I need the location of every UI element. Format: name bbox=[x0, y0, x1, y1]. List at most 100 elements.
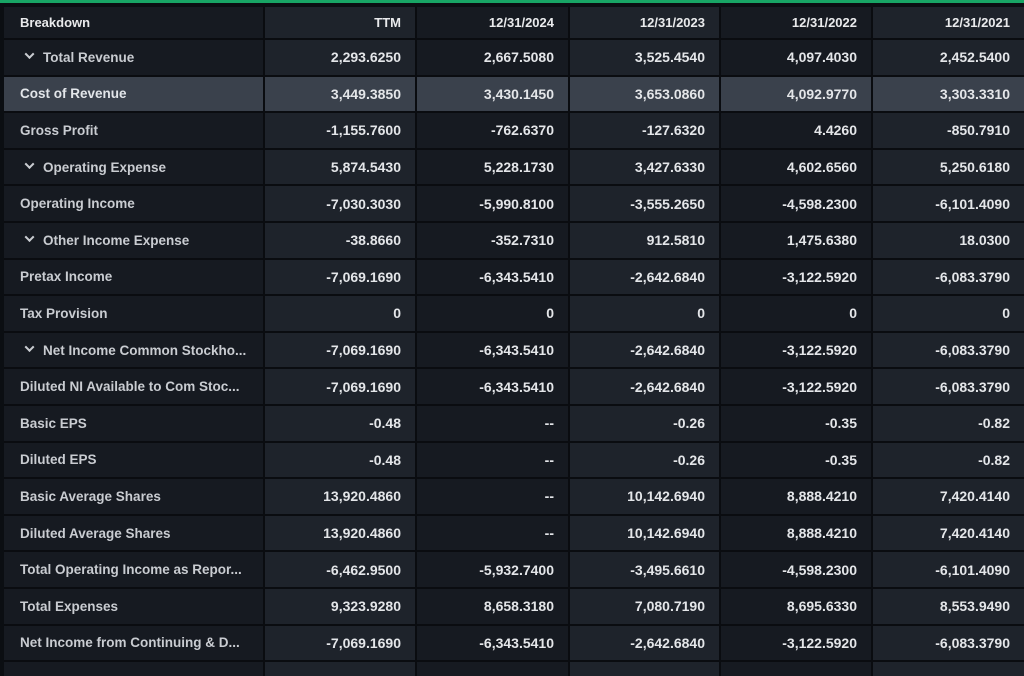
row-label-cell[interactable]: Net Income Common Stockho... bbox=[4, 332, 265, 370]
cell-ttm: 13,920.4860 bbox=[265, 515, 417, 553]
cell-2023: -0.26 bbox=[570, 405, 721, 443]
chevron-down-icon[interactable] bbox=[24, 159, 35, 170]
table-row[interactable]: Total Expenses 9,323.9280 8,658.3180 7,0… bbox=[4, 588, 1024, 626]
cell-2023: -2,642.6840 bbox=[570, 332, 721, 370]
row-label: Operating Income bbox=[20, 196, 135, 212]
accent-bar bbox=[0, 0, 1024, 3]
row-label-cell[interactable]: Diluted Average Shares bbox=[4, 515, 265, 553]
table-row[interactable]: Operating Income -7,030.3030 -5,990.8100… bbox=[4, 186, 1024, 223]
cell-2021: 7,420.4140 bbox=[873, 515, 1024, 553]
chevron-down-icon[interactable] bbox=[24, 49, 35, 60]
table-row[interactable]: Tax Provision 0 0 0 0 0 bbox=[4, 296, 1024, 333]
cell-2023: 10,142.6940 bbox=[570, 479, 721, 516]
row-label: Diluted EPS bbox=[20, 452, 97, 468]
cell-2022: -0.35 bbox=[721, 405, 873, 443]
cell-2022: -3,122.5920 bbox=[721, 332, 873, 370]
row-label: Other Income Expense bbox=[43, 232, 190, 248]
row-label-cell[interactable]: Gross Profit bbox=[4, 113, 265, 150]
cell-2022: 8,695.6330 bbox=[721, 588, 873, 626]
row-label-cell[interactable]: Basic Average Shares bbox=[4, 479, 265, 516]
header-date-2024[interactable]: 12/31/2024 bbox=[417, 7, 570, 40]
row-label-cell[interactable]: Diluted NI Available to Com Stoc... bbox=[4, 369, 265, 406]
table-row[interactable]: Net Income Common Stockho... -7,069.1690… bbox=[4, 332, 1024, 370]
cell-2023: -2,642.6840 bbox=[570, 259, 721, 297]
header-date-2022[interactable]: 12/31/2022 bbox=[721, 7, 873, 40]
row-label-cell[interactable]: Total Operating Income as Repor... bbox=[4, 552, 265, 589]
table-row[interactable]: Basic EPS -0.48 -- -0.26 -0.35 -0.82 bbox=[4, 405, 1024, 443]
table-row[interactable]: Diluted Average Shares 13,920.4860 -- 10… bbox=[4, 515, 1024, 553]
header-date-2021[interactable]: 12/31/2021 bbox=[873, 7, 1024, 40]
cell-2022: 8,888.4210 bbox=[721, 479, 873, 516]
table-row[interactable]: Operating Expense 5,874.5430 5,228.1730 … bbox=[4, 149, 1024, 187]
cell-ttm: -0.48 bbox=[265, 405, 417, 443]
header-ttm[interactable]: TTM bbox=[265, 7, 417, 40]
cell-2022: -3,122.5920 bbox=[721, 625, 873, 663]
financials-table: Breakdown TTM 12/31/2024 12/31/2023 12/3… bbox=[4, 7, 1024, 676]
table-row[interactable]: Gross Profit -1,155.7600 -762.6370 -127.… bbox=[4, 113, 1024, 150]
row-label: Diluted Average Shares bbox=[20, 525, 171, 541]
row-label-cell[interactable]: Total Expenses bbox=[4, 588, 265, 626]
cell-2024: -6,343.5410 bbox=[417, 332, 570, 370]
cell-2024: -- bbox=[417, 405, 570, 443]
header-date-2023[interactable]: 12/31/2023 bbox=[570, 7, 721, 40]
table-row[interactable]: Cost of Revenue 3,449.3850 3,430.1450 3,… bbox=[4, 76, 1024, 114]
cell-2024: -6,343.5410 bbox=[417, 625, 570, 663]
row-label-cell[interactable]: Tax Provision bbox=[4, 296, 265, 333]
row-label-cell[interactable]: Net Income from Continuing & D... bbox=[4, 625, 265, 663]
cell-2021: 0 bbox=[873, 296, 1024, 333]
cell-2021: -0.82 bbox=[873, 405, 1024, 443]
row-label: Basic EPS bbox=[20, 415, 87, 431]
cell-2021: -6,101.4090 bbox=[873, 552, 1024, 589]
row-label-cell[interactable]: Cost of Revenue bbox=[4, 76, 265, 114]
table-row[interactable]: Net Income from Continuing & D... -7,069… bbox=[4, 625, 1024, 663]
row-label: Total Operating Income as Repor... bbox=[20, 562, 242, 578]
row-label: Pretax Income bbox=[20, 269, 113, 285]
row-label: Net Income from Continuing & D... bbox=[20, 635, 240, 651]
cell-2024: -- bbox=[417, 479, 570, 516]
cell-2024: -5,932.7400 bbox=[417, 552, 570, 589]
cell-2021: -6,083.3790 bbox=[873, 369, 1024, 406]
cell-ttm: 13,920.4860 bbox=[265, 479, 417, 516]
cell-2022: 4,092.9770 bbox=[721, 76, 873, 114]
cell-ttm: -1,155.7600 bbox=[265, 113, 417, 150]
cell-2021: 7,420.4140 bbox=[873, 479, 1024, 516]
table-row[interactable]: Diluted EPS -0.48 -- -0.26 -0.35 -0.82 bbox=[4, 442, 1024, 480]
cell-2024: -5,990.8100 bbox=[417, 186, 570, 223]
cell-2021: -0.82 bbox=[873, 442, 1024, 480]
cell-ttm: -7,069.1690 bbox=[265, 332, 417, 370]
row-label-cell[interactable]: Pretax Income bbox=[4, 259, 265, 297]
table-row[interactable]: Other Income Expense -38.8660 -352.7310 … bbox=[4, 222, 1024, 260]
cell-2024: 2,667.5080 bbox=[417, 40, 570, 77]
cell-2024: -762.6370 bbox=[417, 113, 570, 150]
row-label-cell[interactable]: Operating Income bbox=[4, 186, 265, 223]
row-label-cell[interactable]: Other Income Expense bbox=[4, 222, 265, 260]
chevron-down-icon[interactable] bbox=[24, 342, 35, 353]
row-label-cell[interactable]: Operating Expense bbox=[4, 149, 265, 187]
cell-2023: 3,427.6330 bbox=[570, 149, 721, 187]
cell-ttm: -7,069.1690 bbox=[265, 625, 417, 663]
cell-ttm: -7,030.3030 bbox=[265, 186, 417, 223]
table-row[interactable]: Pretax Income -7,069.1690 -6,343.5410 -2… bbox=[4, 259, 1024, 297]
header-breakdown[interactable]: Breakdown bbox=[4, 7, 265, 40]
cell-ttm: -0.48 bbox=[265, 442, 417, 480]
chevron-down-icon[interactable] bbox=[24, 232, 35, 243]
cell-2021: 18.0300 bbox=[873, 222, 1024, 260]
row-label: Basic Average Shares bbox=[20, 488, 161, 504]
row-label: Cost of Revenue bbox=[20, 86, 127, 102]
cell-2024: 5,228.1730 bbox=[417, 149, 570, 187]
table-row[interactable]: Total Revenue 2,293.6250 2,667.5080 3,52… bbox=[4, 40, 1024, 77]
cell-2023: 3,653.0860 bbox=[570, 76, 721, 114]
cell-ttm: -7,069.1690 bbox=[265, 369, 417, 406]
cell-2023: 912.5810 bbox=[570, 222, 721, 260]
cell-2023: -127.6320 bbox=[570, 113, 721, 150]
row-label-cell[interactable]: Total Revenue bbox=[4, 40, 265, 77]
row-label: Net Income Common Stockho... bbox=[43, 342, 247, 358]
cell-2021: -6,083.3790 bbox=[873, 259, 1024, 297]
cell-2021: -850.7910 bbox=[873, 113, 1024, 150]
table-row[interactable]: Diluted NI Available to Com Stoc... -7,0… bbox=[4, 369, 1024, 406]
table-row[interactable]: Basic Average Shares 13,920.4860 -- 10,1… bbox=[4, 479, 1024, 516]
row-label-cell[interactable]: Basic EPS bbox=[4, 405, 265, 443]
table-row[interactable]: Total Operating Income as Repor... -6,46… bbox=[4, 552, 1024, 589]
row-label-cell[interactable]: Diluted EPS bbox=[4, 442, 265, 480]
cell-2021: 8,553.9490 bbox=[873, 588, 1024, 626]
